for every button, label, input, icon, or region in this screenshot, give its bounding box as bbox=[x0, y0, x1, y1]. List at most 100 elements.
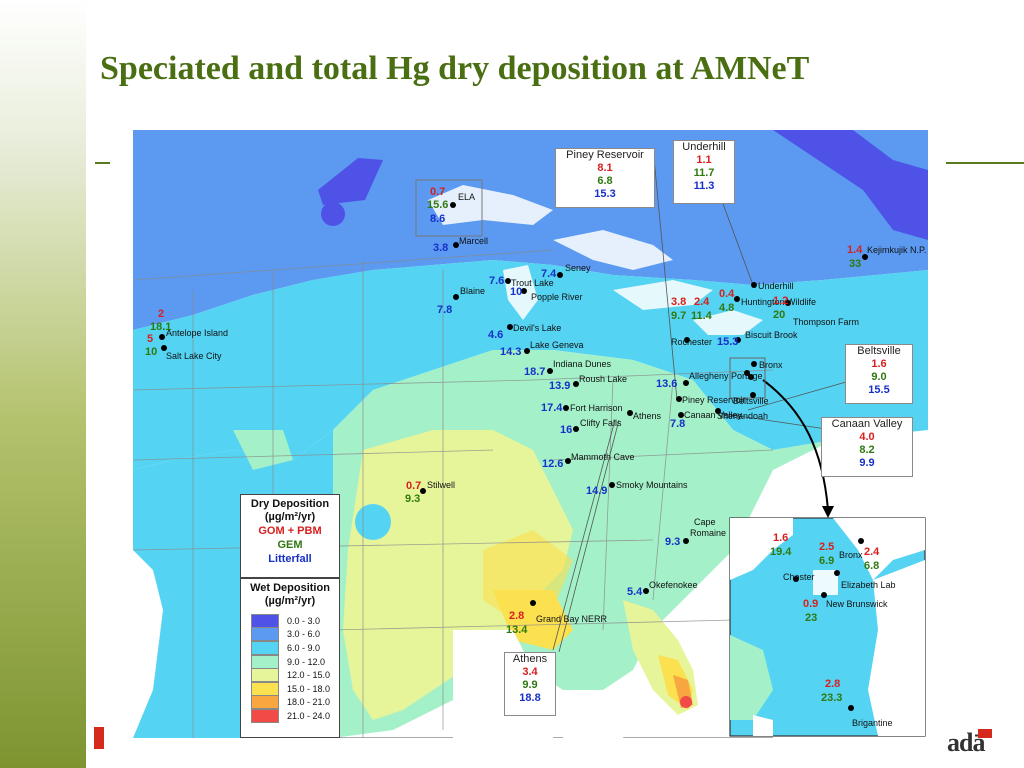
site-dot-canaan bbox=[678, 412, 684, 418]
site-label-seney: Seney bbox=[565, 263, 591, 273]
inset-gem-brigantine: 23.3 bbox=[821, 692, 843, 704]
legend-dry-item: GEM bbox=[277, 539, 303, 551]
site-label-popple-river: Popple River bbox=[531, 292, 583, 302]
legend-class-label: 12.0 - 15.0 bbox=[287, 670, 331, 681]
site-lit-trout-lake-2: 10 bbox=[510, 286, 523, 298]
site-label-fort-harrison: Fort Harrison bbox=[570, 403, 623, 413]
legend-wet-class: 15.0 - 18.0 bbox=[241, 681, 339, 696]
site-lit-cape-romaine: 9.3 bbox=[665, 536, 681, 548]
legend-wet-title: Wet Deposition bbox=[250, 582, 330, 594]
callout-athens-gem: 9.9 bbox=[522, 679, 538, 691]
callout-canaan-gom: 4.0 bbox=[859, 431, 875, 443]
callout-beltsville-lit: 15.5 bbox=[868, 384, 890, 396]
site-label-piney: Piney Reservoir bbox=[682, 395, 746, 405]
site-gem-huntington: 4.8 bbox=[719, 302, 735, 314]
site-lit-lake-geneva: 14.3 bbox=[500, 346, 522, 358]
site-dot-popple-river bbox=[521, 288, 527, 294]
site-gom-rochester: 3.8 bbox=[671, 296, 687, 308]
site-gem-rochester: 9.7 bbox=[671, 310, 687, 322]
legend-class-label: 18.0 - 21.0 bbox=[287, 697, 331, 708]
title-rule-right bbox=[946, 162, 1024, 164]
site-lit-clifty-falls: 16 bbox=[560, 424, 573, 436]
site-gem-rochester-2: 11.4 bbox=[691, 310, 712, 322]
callout-canaan-valley: Canaan Valley 4.0 8.2 9.9 bbox=[821, 417, 913, 477]
legend-swatch bbox=[251, 654, 279, 669]
site-dot-seney bbox=[557, 272, 563, 278]
site-dot-biscuit bbox=[735, 337, 741, 343]
site-label-antelope: Antelope Island bbox=[166, 328, 229, 338]
inset-gom-bronx-2: 2.4 bbox=[864, 546, 880, 558]
site-gom-thompson: 1.2 bbox=[773, 295, 789, 307]
legend-swatch bbox=[251, 627, 279, 642]
site-dot-cape-romaine bbox=[683, 538, 689, 544]
inset-label-bronx: Bronx bbox=[839, 550, 863, 560]
inset-gom-chester: 1.6 bbox=[773, 532, 789, 544]
site-gem-stilwell: 9.3 bbox=[405, 493, 421, 505]
callout-piney-lit: 15.3 bbox=[594, 188, 616, 200]
callout-piney-gem: 6.8 bbox=[597, 175, 613, 187]
site-dot-devils-lake bbox=[507, 324, 513, 330]
legend-wet-class: 18.0 - 21.0 bbox=[241, 695, 339, 710]
inset-gom-bronx: 2.5 bbox=[819, 541, 835, 553]
callout-athens-gom: 3.4 bbox=[522, 666, 538, 678]
legend-swatch bbox=[251, 640, 279, 655]
site-dot-salt-lake bbox=[161, 345, 167, 351]
site-gom-stilwell: 0.7 bbox=[406, 480, 422, 492]
site-lit-ela: 8.6 bbox=[430, 213, 446, 225]
site-lit-blaine: 7.8 bbox=[437, 304, 453, 316]
legend-wet-items: 0.0 - 3.0 3.0 - 6.0 6.0 - 9.0 9.0 - 12.0 12.… bbox=[241, 613, 339, 723]
legend-wet-deposition: Wet Deposition (µg/m²/yr) 0.0 - 3.0 3.0 -… bbox=[240, 578, 340, 738]
site-label-salt-lake: Salt Lake City bbox=[166, 351, 222, 361]
site-dot-lake-geneva bbox=[524, 348, 530, 354]
site-gem-grand-bay: 13.4 bbox=[506, 624, 528, 636]
callout-canaan-name: Canaan Valley bbox=[831, 418, 903, 430]
site-label-bronx: Bronx bbox=[759, 360, 783, 370]
site-label-beltsville: Beltsville bbox=[733, 396, 769, 406]
site-label-romaine: Romaine bbox=[690, 528, 727, 538]
inset-label-chester: Chester bbox=[783, 572, 815, 582]
site-dot-indiana-dunes bbox=[547, 368, 553, 374]
site-dot-fort-harrison bbox=[563, 405, 569, 411]
site-dot-trout-lake bbox=[505, 278, 511, 284]
callout-piney-name: Piney Reservoir bbox=[566, 149, 644, 161]
inset-dot-new-brunswick bbox=[821, 592, 827, 598]
site-gom-huntington: 0.4 bbox=[719, 288, 735, 300]
site-lit-biscuit: 15.3 bbox=[717, 336, 739, 348]
inset-dot-bronx bbox=[858, 538, 864, 544]
site-dot-bronx-2 bbox=[744, 370, 750, 376]
site-lit-seney: 7.4 bbox=[541, 268, 557, 280]
callout-athens-lit: 18.8 bbox=[519, 692, 541, 704]
site-lit-marcell: 3.8 bbox=[433, 242, 449, 254]
site-dot-huntington bbox=[734, 296, 740, 302]
site-gem-ela: 15.6 bbox=[427, 199, 449, 211]
site-label-canaan: Canaan Valley bbox=[684, 410, 742, 420]
site-label-thompson: Thompson Farm bbox=[793, 317, 860, 327]
bottom-left-red-bar bbox=[94, 727, 104, 749]
inset-gem-bronx-2: 6.8 bbox=[864, 560, 880, 572]
callout-underhill-gem: 11.7 bbox=[693, 167, 715, 179]
legend-dry-title: Dry Deposition bbox=[250, 498, 330, 510]
site-lit-canaan: 7.8 bbox=[670, 418, 686, 430]
site-label-mammoth: Mammoth Cave bbox=[571, 452, 635, 462]
site-label-kejimkujik: Kejimkujik N.P. bbox=[867, 245, 927, 255]
inset-label-new-brunswick: New Brunswick bbox=[826, 599, 888, 609]
site-dot-blaine bbox=[453, 294, 459, 300]
site-label-rochester: Rochester bbox=[671, 337, 713, 347]
deposition-map: ELA 0.7 15.6 8.6 Marcell 3.8 Seney 7.4 T… bbox=[133, 130, 928, 738]
site-dot-antelope bbox=[159, 334, 165, 340]
site-dot-rochester bbox=[684, 337, 690, 343]
site-label-smoky: Smoky Mountains bbox=[616, 480, 688, 490]
legend-dry-item: GOM + PBM bbox=[258, 525, 322, 537]
legend-wet-class: 12.0 - 15.0 bbox=[241, 668, 339, 683]
site-lit-smoky: 14.9 bbox=[586, 485, 608, 497]
site-label-trout-lake: Trout Lake bbox=[511, 278, 554, 288]
site-label-grand-bay: Grand Bay NERR bbox=[536, 614, 608, 624]
site-gom-antelope: 2 bbox=[158, 308, 165, 320]
inset-gom-new-brunswick: 0.9 bbox=[803, 598, 819, 610]
legend-wet-class: 3.0 - 6.0 bbox=[241, 627, 339, 642]
inset-gem-chester: 19.4 bbox=[770, 546, 792, 558]
legend-swatch bbox=[251, 708, 279, 723]
site-gem-kejimkujik: 33 bbox=[849, 258, 862, 270]
site-label-roush-lake: Roush Lake bbox=[579, 374, 628, 384]
callout-underhill-name: Underhill bbox=[682, 141, 726, 153]
